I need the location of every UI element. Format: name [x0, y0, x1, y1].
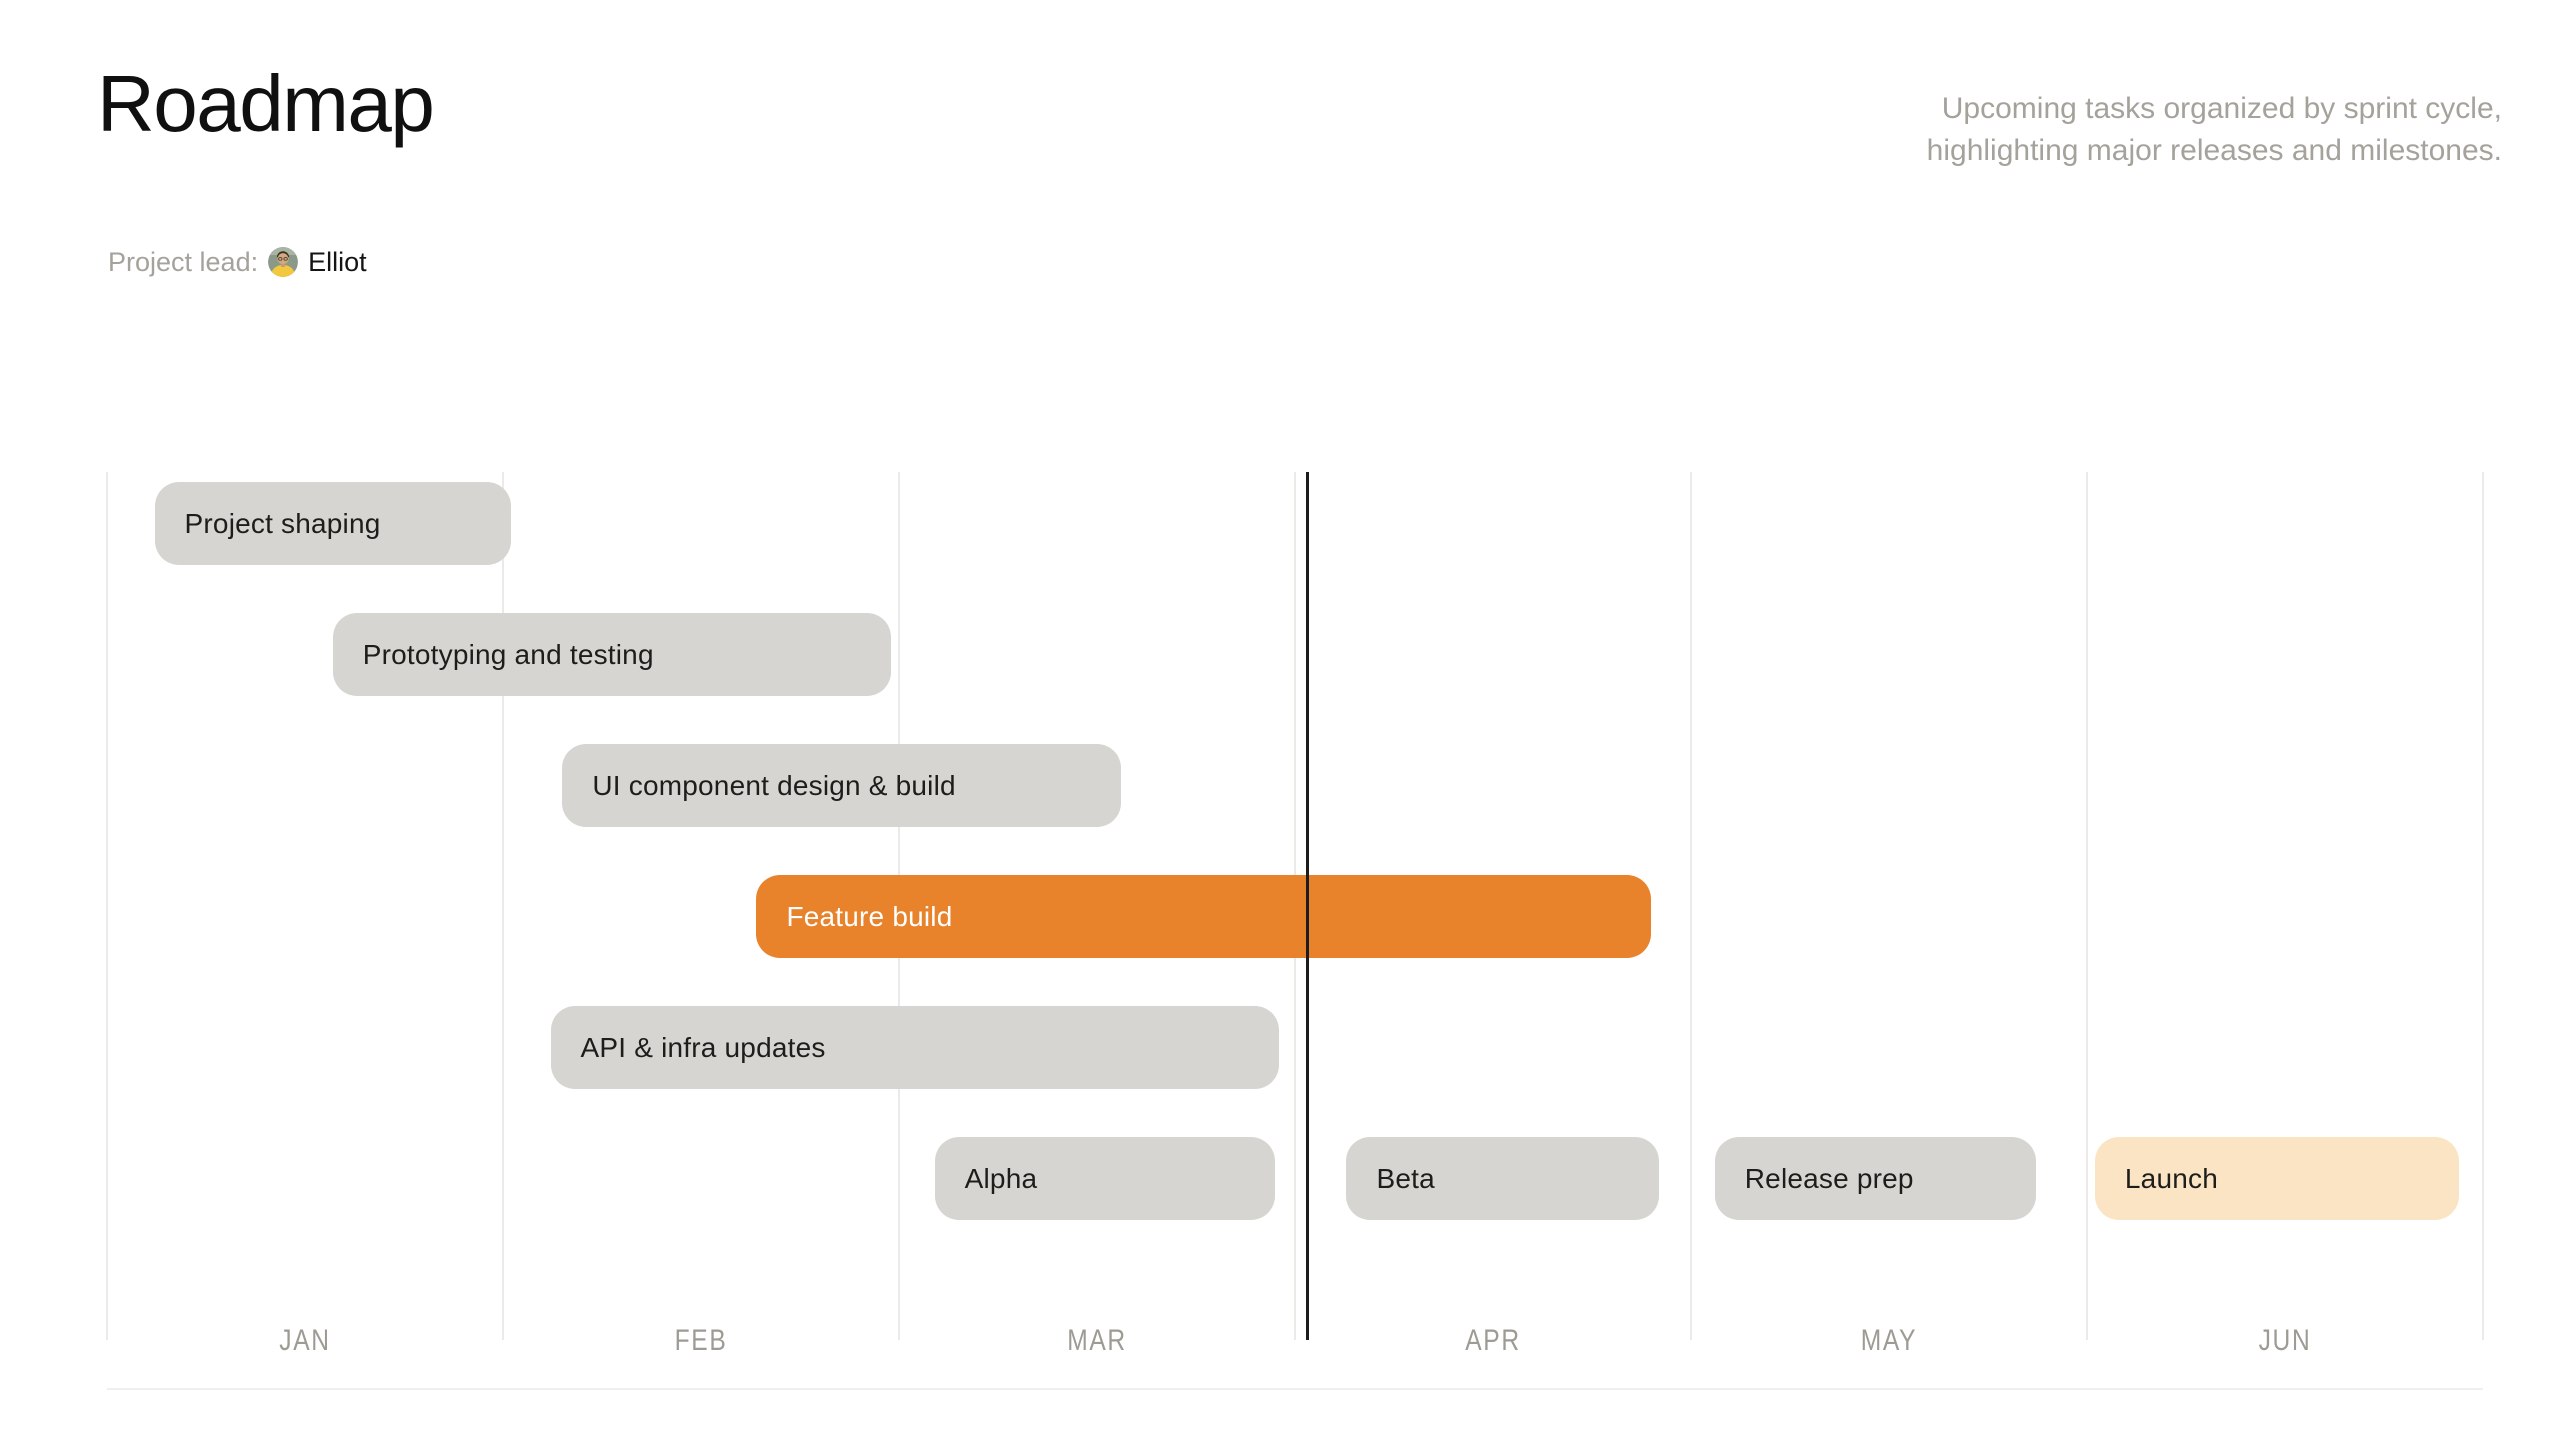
task-label: Beta: [1376, 1162, 1435, 1194]
gridline-1: [501, 472, 504, 1340]
task-label: Launch: [2124, 1162, 2218, 1194]
project-lead-label: Project lead:: [108, 246, 259, 277]
gridline-0: [106, 472, 108, 1340]
task-label: API & infra updates: [580, 1031, 826, 1063]
today-marker-line: [1305, 472, 1309, 1340]
person-avatar-icon: [268, 247, 299, 277]
task-bar-beta[interactable]: Beta: [1346, 1137, 1660, 1220]
month-label-feb: FEB: [674, 1324, 728, 1357]
gridline-4: [1689, 472, 1692, 1340]
task-bar-api-infra-updates[interactable]: API & infra updates: [550, 1006, 1280, 1089]
task-label: UI component design & build: [592, 769, 956, 801]
project-lead-name: Elliot: [308, 246, 367, 277]
task-label: Prototyping and testing: [362, 638, 654, 670]
task-bar-project-shaping[interactable]: Project shaping: [154, 482, 511, 565]
month-label-jan: JAN: [279, 1324, 331, 1357]
task-bar-prototyping-and-testing[interactable]: Prototyping and testing: [332, 613, 892, 696]
gridline-5: [2086, 472, 2088, 1340]
task-label: Release prep: [1744, 1162, 1914, 1194]
task-label: Feature build: [786, 900, 953, 932]
month-label-mar: MAR: [1067, 1324, 1127, 1357]
task-bar-launch[interactable]: Launch: [2094, 1137, 2460, 1220]
month-label-jun: JUN: [2258, 1324, 2312, 1357]
subtitle-line-2: highlighting major releases and mileston…: [1926, 134, 2502, 167]
roadmap-gantt-chart: Project shaping Prototyping and testing UI…: [106, 472, 2484, 1390]
month-label-may: MAY: [1860, 1324, 1918, 1357]
task-label: Alpha: [964, 1162, 1038, 1194]
month-label-apr: APR: [1465, 1324, 1521, 1357]
page-title: Roadmap: [97, 59, 435, 148]
task-bar-ui-component-design-build[interactable]: UI component design & build: [562, 744, 1121, 827]
task-label: Project shaping: [184, 507, 381, 539]
subtitle-line-1: Upcoming tasks organized by sprint cycle…: [1941, 92, 2502, 125]
task-bar-feature-build[interactable]: Feature build: [756, 875, 1652, 958]
task-bar-release-prep[interactable]: Release prep: [1714, 1137, 2036, 1220]
task-bar-alpha[interactable]: Alpha: [934, 1137, 1276, 1220]
project-lead-row: Project lead: Elliot: [108, 244, 367, 280]
page-subtitle: Upcoming tasks organized by sprint cycle…: [1927, 88, 2502, 172]
gridline-6: [2482, 472, 2484, 1340]
